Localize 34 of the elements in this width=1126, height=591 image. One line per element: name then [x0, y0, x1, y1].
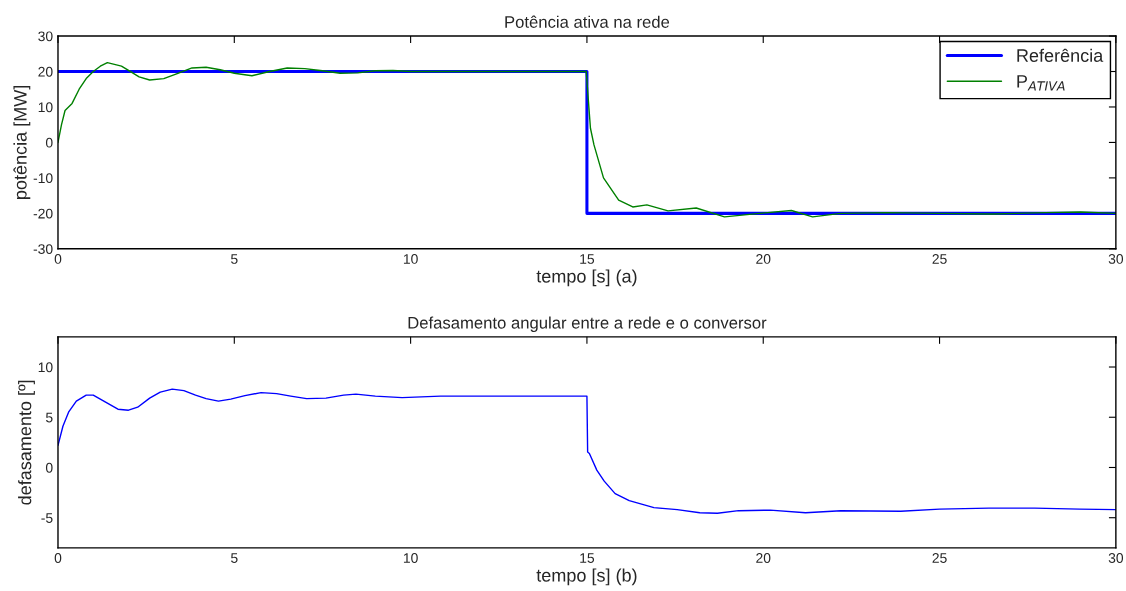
y-tick-label: 30	[38, 31, 53, 42]
y-tick-label: 20	[38, 66, 53, 77]
y-tick-label: -20	[33, 208, 53, 219]
y-tick-label: -10	[33, 173, 53, 184]
chart-title: Potência ativa na rede	[505, 15, 670, 28]
x-tick-label: 5	[231, 254, 238, 264]
y-tick-label: 5	[45, 412, 53, 423]
y-tick-label: 0	[45, 137, 53, 148]
x-tick-label: 25	[932, 553, 947, 563]
legend-label: Referência	[1017, 48, 1104, 62]
x-tick-label: 20	[756, 553, 771, 563]
x-tick-label: 0	[54, 254, 62, 264]
y-tick-label: -30	[33, 244, 53, 254]
x-axis-title: tempo [s] (b)	[536, 568, 637, 586]
x-tick-label: 0	[54, 553, 62, 563]
y-tick-label: -5	[41, 513, 53, 523]
x-tick-label: 30	[1108, 553, 1124, 563]
x-tick-label: 5	[231, 553, 238, 563]
y-tick-label: 10	[38, 102, 53, 113]
x-tick-label: 15	[580, 553, 595, 563]
x-tick-label: 30	[1108, 254, 1124, 264]
x-tick-label: 10	[403, 254, 418, 264]
x-tick-label: 10	[403, 553, 418, 563]
line-series	[57, 388, 1116, 514]
y-axis-title: potência [MW]	[13, 86, 31, 199]
x-tick-label: 20	[756, 254, 771, 264]
y-tick-label: 10	[38, 362, 53, 373]
x-axis-title: tempo [s] (a)	[536, 269, 637, 287]
legend-label: P$_{ATIVA}$	[1017, 75, 1065, 91]
x-tick-label: 15	[580, 254, 595, 264]
y-tick-label: 0	[45, 462, 53, 473]
y-axis-title: defasamento [º]	[18, 380, 35, 505]
x-tick-label: 25	[932, 254, 947, 264]
chart-title: Defasamento angular entre a rede e o conversor	[408, 316, 767, 332]
